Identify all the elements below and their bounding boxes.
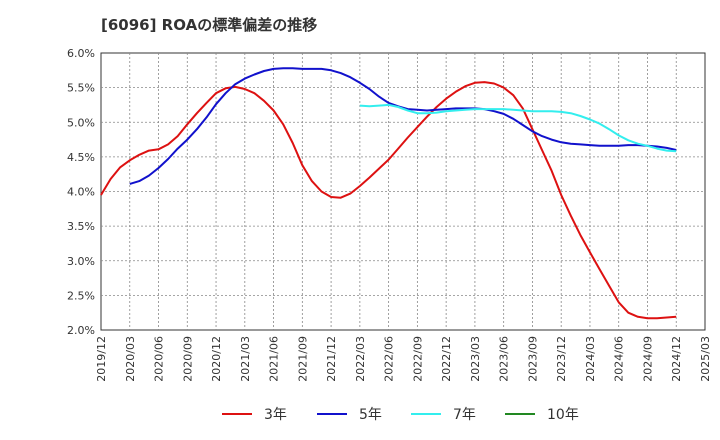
legend-label: 7年: [453, 407, 476, 423]
y-tick-label: 6.0%: [67, 47, 95, 60]
y-tick-label: 5.0%: [67, 116, 95, 129]
x-tick-label: 2021/06: [268, 336, 281, 382]
x-tick-label: 2022/12: [440, 336, 453, 382]
x-tick-label: 2022/03: [354, 336, 367, 382]
x-tick-label: 2024/09: [641, 336, 654, 382]
x-tick-label: 2024/06: [613, 336, 626, 382]
x-tick-label: 2022/09: [411, 336, 424, 382]
y-tick-label: 2.0%: [67, 324, 95, 337]
series-lines: [100, 67, 677, 320]
x-tick-label: 2020/03: [124, 336, 137, 382]
legend: 3年 5年 7年 10年: [222, 407, 579, 423]
x-tick-label: 2021/09: [296, 336, 309, 382]
x-tick-label: 2025/03: [699, 336, 712, 382]
x-tick-label: 2023/03: [469, 336, 482, 382]
series-line: [359, 103, 677, 153]
y-tick-label: 4.5%: [67, 151, 95, 164]
x-tick-label: 2020/12: [210, 336, 223, 382]
x-tick-label: 2021/03: [239, 336, 252, 382]
x-tick-label: 2023/12: [555, 336, 568, 382]
y-tick-label: 5.5%: [67, 82, 95, 95]
legend-label: 5年: [359, 407, 382, 423]
series-line: [100, 81, 677, 320]
y-tick-label: 4.0%: [67, 186, 95, 199]
x-tick-label: 2024/03: [584, 336, 597, 382]
x-tick-label: 2021/12: [325, 336, 338, 382]
y-axis-ticks: 6.0% 5.5% 5.0% 4.5% 4.0% 3.5% 3.0% 2.5% 2.0%: [67, 47, 95, 337]
x-tick-label: 2022/06: [383, 336, 396, 382]
x-tick-label: 2020/09: [181, 336, 194, 382]
x-tick-label: 2019/12: [95, 336, 108, 382]
legend-label: 3年: [264, 407, 287, 423]
x-tick-label: 2023/09: [526, 336, 539, 382]
y-tick-label: 2.5%: [67, 289, 95, 302]
x-tick-label: 2023/06: [498, 336, 511, 382]
x-tick-label: 2020/06: [153, 336, 166, 382]
y-tick-label: 3.5%: [67, 220, 95, 233]
legend-label: 10年: [547, 407, 579, 423]
x-tick-label: 2024/12: [670, 336, 683, 382]
chart-title: [6096] ROAの標準偏差の推移: [101, 16, 317, 34]
y-tick-label: 3.0%: [67, 255, 95, 268]
x-axis-ticks: 2019/12 2020/03 2020/06 2020/09 2020/12 2021/…: [95, 336, 712, 382]
